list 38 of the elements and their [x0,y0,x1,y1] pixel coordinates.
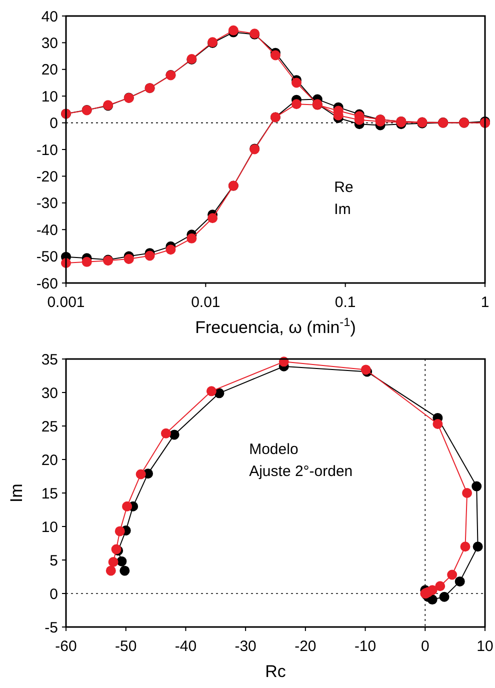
x-tick-label: -50 [115,638,137,655]
y-tick-label: 30 [41,384,58,402]
y-tick-label: 10 [41,88,58,106]
x-tick-label: -20 [294,638,316,655]
y-tick-label: 10 [41,518,58,536]
y-tick-label: 5 [50,552,58,570]
x-axis-title: Frecuencia, ω (min$^{-1}$) [195,315,356,337]
annotation: Re [334,179,354,196]
annotation: Ajuste 2°-orden [249,463,353,480]
annotation: Im [334,201,351,218]
y-tick-label: 15 [41,485,58,502]
y-tick-label: -5 [44,619,58,636]
annotation: Modelo [249,441,298,458]
y-tick-label: -30 [36,195,58,212]
y-tick-label: -20 [36,168,58,186]
x-tick-label: 0 [420,638,430,655]
y-tick-label: 20 [41,62,58,79]
y-tick-label: 25 [41,418,58,436]
x-tick-label: -30 [234,638,256,655]
y-tick-label: 0 [50,115,58,132]
x-tick-label: 0.01 [191,294,220,311]
x-tick-label: -10 [354,638,376,655]
x-axis-title: Rc [265,662,286,681]
y-tick-label: -40 [36,222,58,239]
y-tick-label: 20 [41,452,58,469]
y-tick-label: 35 [41,351,58,368]
x-tick-label: -40 [174,638,197,655]
x-tick-label: 10 [476,638,494,655]
x-tick-label: 1 [480,294,490,311]
y-axis-title: Im [7,484,26,502]
y-tick-label: -10 [36,142,58,159]
y-tick-label: 0 [50,586,58,603]
x-tick-label: 0.1 [334,294,356,311]
y-tick-label: -60 [36,275,58,292]
y-tick-label: 30 [41,34,58,52]
y-tick-label: -50 [36,248,58,266]
x-tick-label: 0.001 [47,294,85,311]
y-tick-label: 40 [41,8,58,26]
